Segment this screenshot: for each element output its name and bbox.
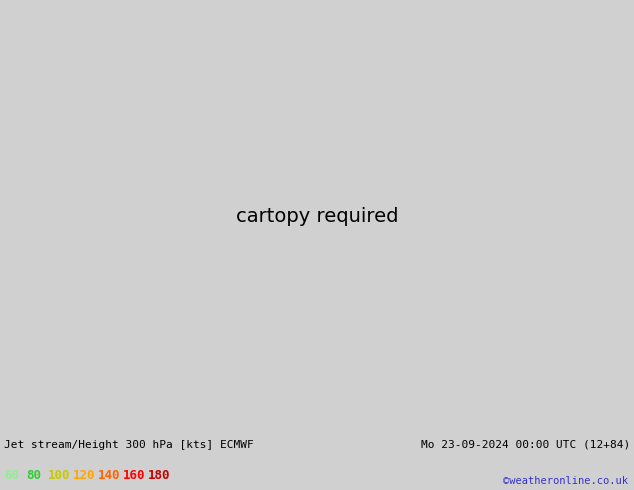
Text: 80: 80 <box>26 469 41 482</box>
Text: Jet stream/Height 300 hPa [kts] ECMWF: Jet stream/Height 300 hPa [kts] ECMWF <box>4 440 254 450</box>
Text: 120: 120 <box>73 469 96 482</box>
Text: Mo 23-09-2024 00:00 UTC (12+84): Mo 23-09-2024 00:00 UTC (12+84) <box>421 440 630 450</box>
Text: 60: 60 <box>4 469 19 482</box>
Text: 100: 100 <box>48 469 70 482</box>
Text: 180: 180 <box>148 469 171 482</box>
Text: 140: 140 <box>98 469 120 482</box>
Text: ©weatheronline.co.uk: ©weatheronline.co.uk <box>503 476 628 486</box>
Text: 160: 160 <box>123 469 145 482</box>
Text: cartopy required: cartopy required <box>236 207 398 226</box>
